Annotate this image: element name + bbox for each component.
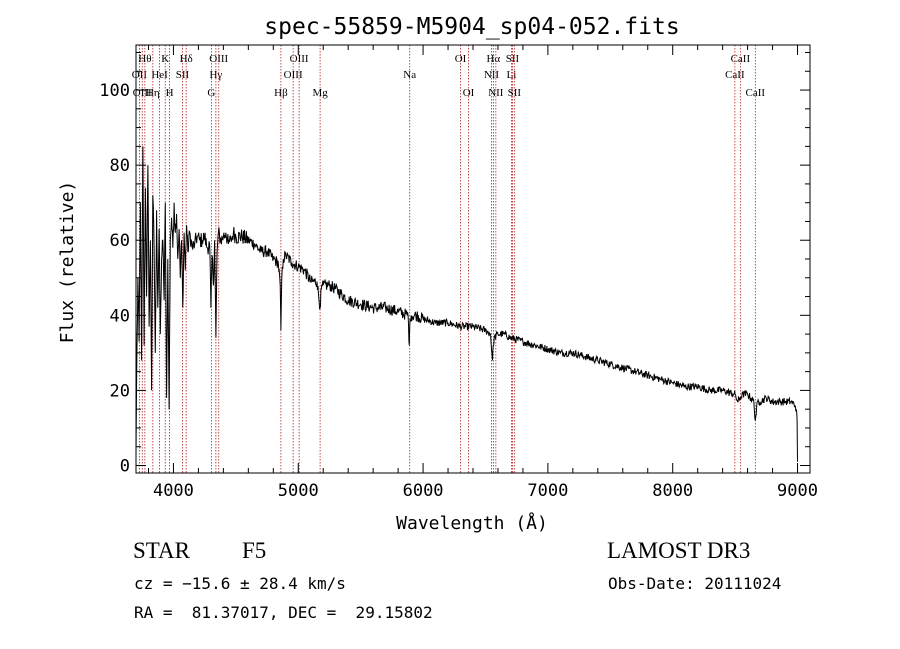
line-marker-label-10: Hγ	[209, 69, 222, 81]
line-marker-label-20: Hα	[486, 53, 500, 65]
line-marker-label-27: CaII	[746, 87, 766, 99]
line-marker-label-14: OIII	[290, 53, 309, 65]
line-marker-label-5: K	[161, 53, 169, 65]
obs-date: Obs-Date: 20111024	[608, 574, 782, 593]
y-tick-label-60: 60	[110, 231, 130, 251]
line-marker-label-7: SII	[176, 69, 190, 81]
line-marker-label-11: OIII	[209, 53, 228, 65]
line-marker-label-16: Na	[403, 69, 416, 81]
coordinates-text: RA = 81.37017, DEC = 29.15802	[134, 603, 433, 622]
line-marker-label-13: OIII	[284, 69, 303, 81]
line-marker-label-26: CaII	[731, 53, 751, 65]
line-marker-label-23: SII	[506, 53, 520, 65]
chart-title: spec-55859-M5904_sp04-052.fits	[264, 14, 679, 40]
y-tick-label-80: 80	[110, 156, 130, 176]
x-tick-label-7000: 7000	[527, 481, 568, 501]
x-tick-label-5000: 5000	[278, 481, 319, 501]
y-tick-label-40: 40	[110, 306, 130, 326]
x-tick-label-4000: 4000	[153, 481, 194, 501]
survey-name: LAMOST DR3	[607, 538, 751, 563]
line-marker-label-18: OI	[463, 87, 475, 99]
line-marker-label-2: Hθ	[138, 53, 151, 65]
line-markers: OIIOIIIHθHηHeIKHSIIHδGHγOIIIHβOIIIOIIIMg…	[132, 45, 766, 473]
spectrum-line-0	[135, 146, 798, 462]
line-marker-label-24: SII	[508, 87, 522, 99]
line-marker-label-6: H	[166, 87, 174, 99]
x-axis-label: Wavelength (Å)	[396, 512, 548, 534]
y-axis-label: Flux (relative)	[57, 181, 78, 344]
line-marker-label-9: G	[207, 87, 215, 99]
line-marker-label-19: NII	[484, 69, 500, 81]
line-marker-label-4: HeI	[151, 69, 168, 81]
spectrum-series	[135, 146, 798, 462]
x-tick-label-8000: 8000	[652, 481, 693, 501]
y-tick-label-100: 100	[99, 81, 130, 101]
object-subclass: F5	[242, 538, 267, 563]
line-marker-label-12: Hβ	[274, 87, 288, 99]
line-marker-label-25: CaII	[725, 69, 745, 81]
axes: 4000 5000 6000 7000 8000 9000 0 20 40 60 80 100	[99, 44, 818, 501]
x-tick-label-6000: 6000	[403, 481, 444, 501]
line-marker-label-3: Hη	[146, 87, 160, 99]
line-marker-label-8: Hδ	[180, 53, 193, 65]
redshift-text: cz = −15.6 ± 28.4 km/s	[134, 574, 346, 593]
y-tick-label-20: 20	[110, 381, 130, 401]
x-tick-label-9000: 9000	[777, 481, 818, 501]
line-marker-label-17: OI	[455, 53, 467, 65]
object-class: STAR	[133, 538, 190, 563]
plot-frame	[135, 44, 811, 474]
y-tick-label-0: 0	[120, 456, 130, 476]
line-marker-label-21: NII	[488, 87, 504, 99]
line-marker-label-22: Li	[507, 69, 517, 81]
line-marker-label-15: Mg	[312, 87, 328, 99]
